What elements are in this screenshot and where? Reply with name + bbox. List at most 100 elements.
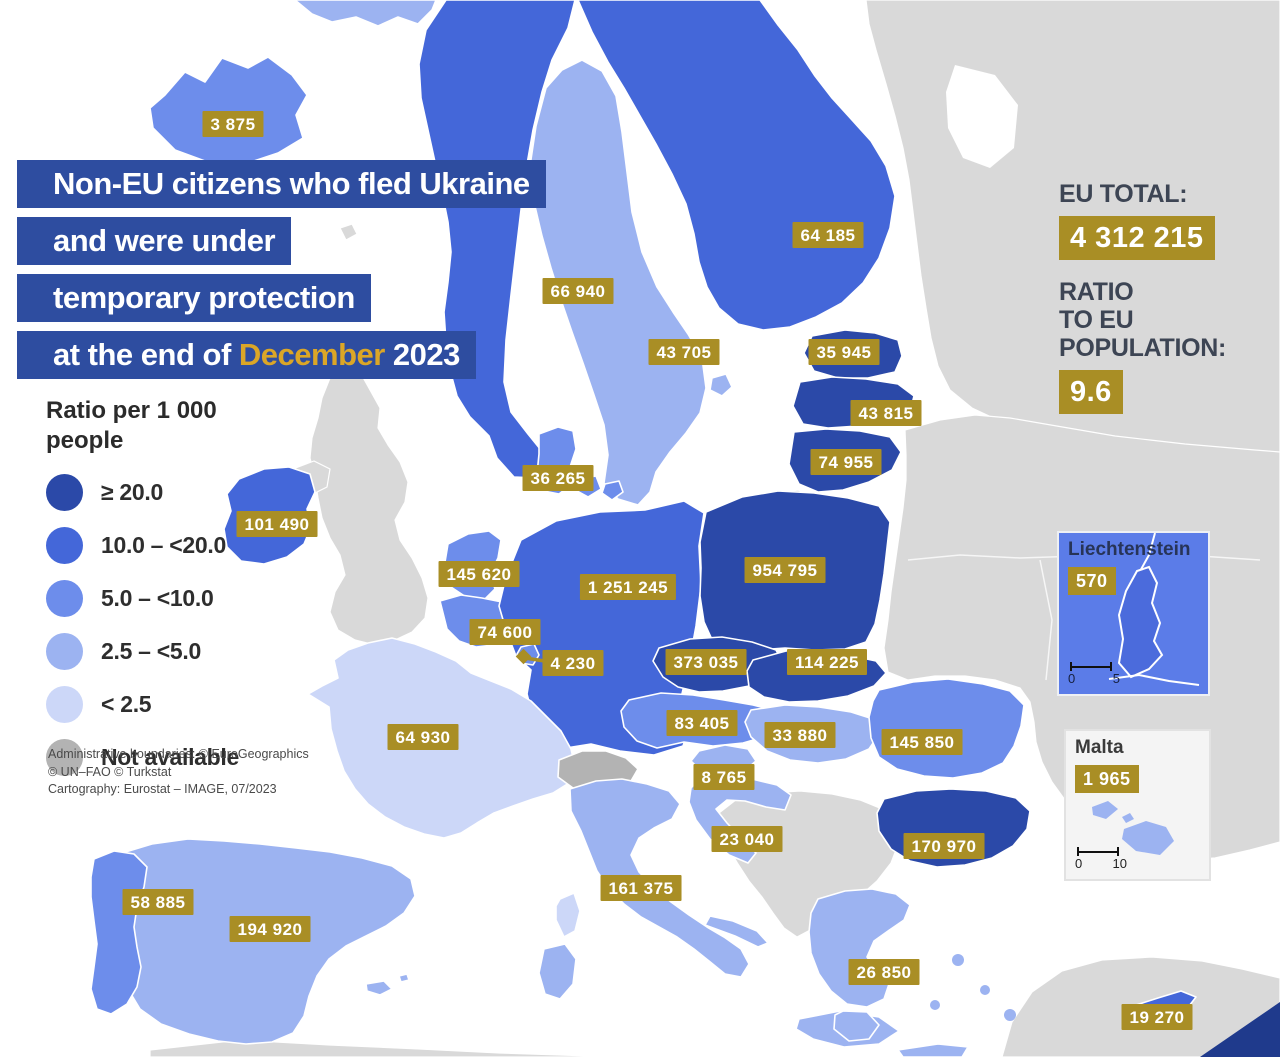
ratio-label: RATIO TO EU POPULATION: xyxy=(1059,278,1259,362)
attribution-line1: Administrative boundaries: © EuroGeograp… xyxy=(48,747,309,761)
title-text: Non-EU citizens who fled Ukraine xyxy=(53,166,530,201)
country-bulgaria xyxy=(876,788,1031,868)
country-poland xyxy=(699,490,891,653)
island-zealand xyxy=(576,475,602,498)
luxembourg-marker xyxy=(515,648,532,665)
country-uk xyxy=(309,364,429,646)
country-estonia xyxy=(803,329,903,379)
inset-liechtenstein-name: Liechtenstein xyxy=(1068,539,1191,560)
legend-swatch xyxy=(46,739,83,776)
scale-min: 0 xyxy=(1068,671,1076,686)
legend-swatch xyxy=(46,527,83,564)
country-slovakia xyxy=(746,650,887,703)
inset-malta-value: 1 965 xyxy=(1075,765,1139,793)
scalebar-line xyxy=(1077,847,1119,856)
title-text: temporary protection xyxy=(53,280,355,315)
title-block: Non-EU citizens who fled Ukraine and wer… xyxy=(17,160,546,388)
aegean-island xyxy=(930,1000,940,1010)
country-lithuania xyxy=(788,428,902,493)
country-north-africa xyxy=(149,1039,621,1057)
map-legend: Ratio per 1 000 people ≥ 20.0 10.0 – <20.… xyxy=(46,396,239,792)
eu-total-label: EU TOTAL: xyxy=(1059,180,1188,208)
title-line-2: and were under xyxy=(17,217,292,265)
legend-items: ≥ 20.0 10.0 – <20.0 5.0 – <10.0 2.5 – <5.0 <… xyxy=(46,474,239,776)
legend-row-1: 10.0 – <20.0 xyxy=(46,527,239,564)
legend-swatch xyxy=(46,686,83,723)
title-line-4: at the end of December 2023 xyxy=(17,331,476,379)
aegean-island xyxy=(980,985,990,995)
corner-wedge xyxy=(1200,1002,1280,1057)
attribution-line2: © UN–FAO © Turkstat xyxy=(48,764,172,779)
title-line-1: Non-EU citizens who fled Ukraine xyxy=(17,160,546,208)
legend-label: ≥ 20.0 xyxy=(101,479,163,505)
liechtenstein-shape xyxy=(1117,565,1164,679)
title-text: at the end of xyxy=(53,337,239,372)
country-svalbard xyxy=(294,0,437,27)
liechtenstein-map xyxy=(1108,533,1200,686)
island-menorca xyxy=(398,973,410,983)
country-faroe xyxy=(339,223,358,241)
country-romania xyxy=(868,678,1025,779)
country-hungary xyxy=(744,704,881,764)
legend-row-5: Not available xyxy=(46,739,239,776)
legend-row-4: < 2.5 xyxy=(46,686,239,723)
malta-map xyxy=(1092,801,1174,855)
attribution: Administrative boundaries: © EuroGeograp… xyxy=(48,746,309,799)
border-line xyxy=(1108,673,1200,686)
aegean-island xyxy=(952,954,964,966)
country-italy xyxy=(569,778,750,978)
scalebar-line xyxy=(1070,662,1112,671)
island-malta xyxy=(1122,821,1174,855)
legend-title: Ratio per 1 000 people xyxy=(46,396,239,456)
legend-swatch xyxy=(46,633,83,670)
legend-row-0: ≥ 20.0 xyxy=(46,474,239,511)
title-text: 2023 xyxy=(384,337,460,372)
country-greece xyxy=(808,888,911,1008)
country-denmark xyxy=(536,426,577,495)
legend-label: 2.5 – <5.0 xyxy=(101,638,201,664)
legend-title-line2: people xyxy=(46,427,124,454)
white-sea xyxy=(946,65,1018,168)
eu-total-value: 4 312 215 xyxy=(1059,216,1215,260)
region-puglia xyxy=(704,915,769,948)
malta-scalebar: 0 10 xyxy=(1075,847,1131,871)
country-netherlands xyxy=(443,530,502,601)
ratio-label-line3: POPULATION: xyxy=(1059,334,1227,362)
ratio-label-line1: RATIO xyxy=(1059,278,1134,306)
legend-label: 10.0 – <20.0 xyxy=(101,532,226,558)
title-line-3: temporary protection xyxy=(17,274,371,322)
legend-label: Not available xyxy=(101,744,239,770)
country-spain xyxy=(112,838,416,1045)
legend-row-2: 5.0 – <10.0 xyxy=(46,580,239,617)
inset-malta: Malta 1 965 0 10 xyxy=(1064,729,1211,881)
aegean-island xyxy=(1004,1009,1016,1021)
island-comino xyxy=(1122,813,1134,823)
attribution-line3: Cartography: Eurostat – IMAGE, 07/2023 xyxy=(48,782,277,796)
river-line xyxy=(1138,533,1156,574)
scale-min: 0 xyxy=(1075,856,1083,871)
legend-swatch xyxy=(46,474,83,511)
country-iceland xyxy=(149,56,308,166)
inset-liechtenstein: Liechtenstein 570 0 5 xyxy=(1057,531,1210,696)
inset-malta-name: Malta xyxy=(1075,737,1124,758)
island-gozo xyxy=(1092,801,1118,819)
legend-row-3: 2.5 – <5.0 xyxy=(46,633,239,670)
legend-swatch xyxy=(46,580,83,617)
island-crete xyxy=(897,1043,969,1057)
island-corsica xyxy=(555,892,581,938)
ratio-label-line2: TO EU xyxy=(1059,306,1134,334)
legend-label: 5.0 – <10.0 xyxy=(101,585,214,611)
title-highlight-december: December xyxy=(238,337,385,372)
scale-max: 5 xyxy=(1112,671,1120,686)
island-sardinia xyxy=(538,943,577,1000)
border-line xyxy=(1039,559,1053,681)
scale-max: 10 xyxy=(1112,856,1127,871)
island-mallorca xyxy=(365,980,393,996)
legend-title-line1: Ratio per 1 000 xyxy=(46,397,217,424)
title-text: and were under xyxy=(53,223,276,258)
inset-liechtenstein-value: 570 xyxy=(1068,567,1116,595)
ratio-value: 9.6 xyxy=(1059,370,1123,414)
liechtenstein-scalebar: 0 5 xyxy=(1068,662,1124,686)
island-funen xyxy=(601,480,624,501)
